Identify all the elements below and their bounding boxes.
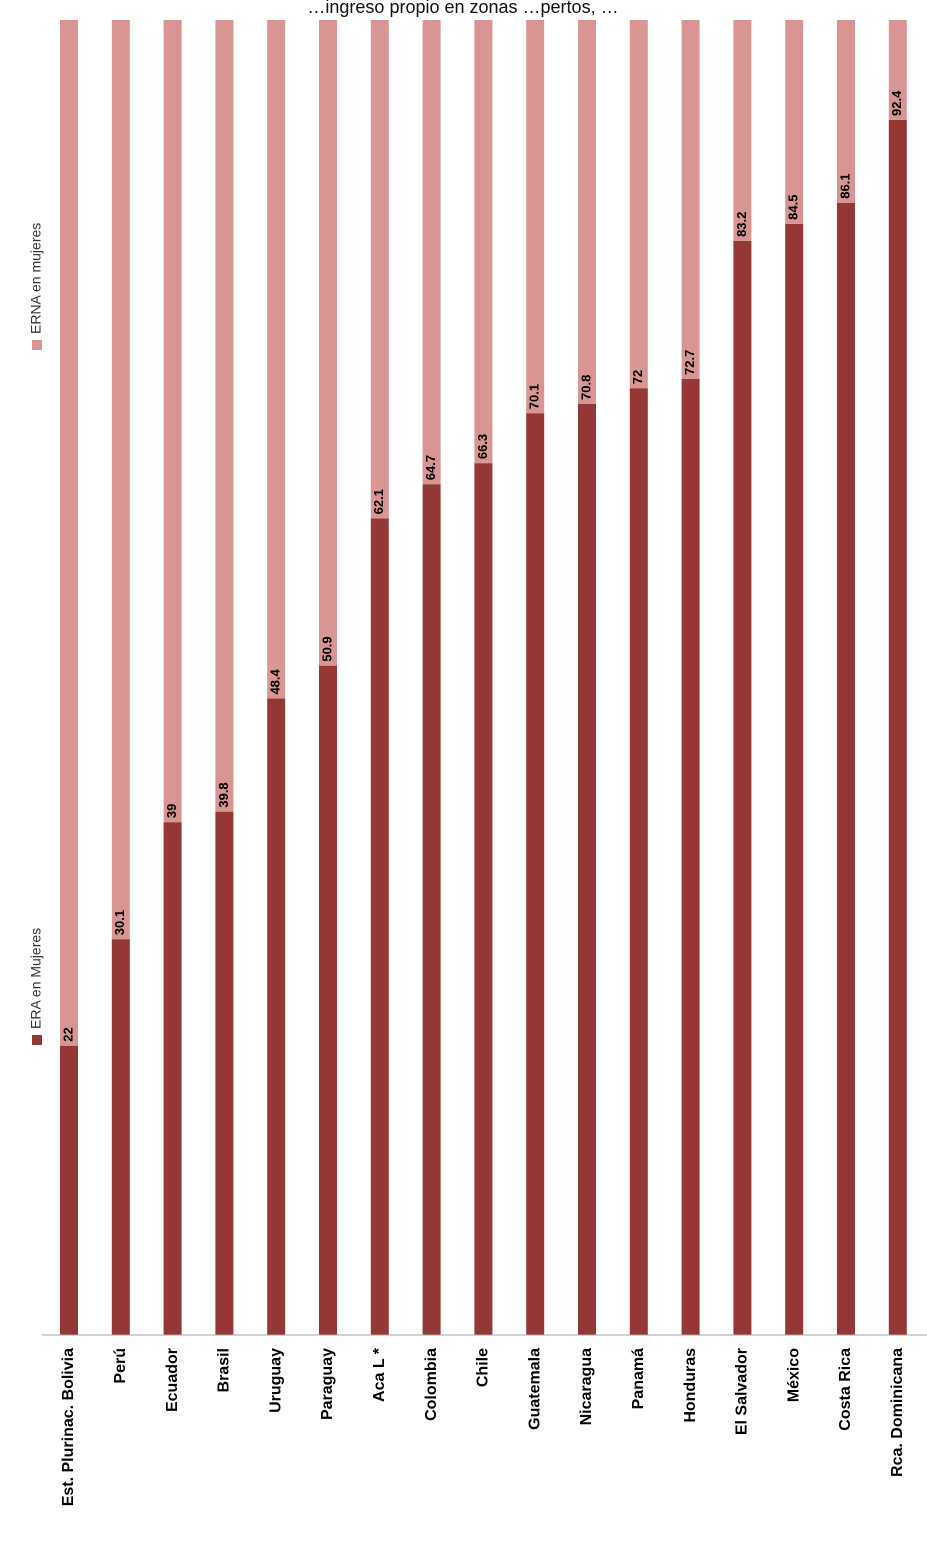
category-labels-group: Est. Plurinac. Bolivia Perú Ecuador Brasil U… [60,1347,906,1506]
bar-era-13 [733,240,752,1335]
bars-group [60,20,907,1336]
bar-erna-4 [267,20,286,699]
category-label-2: Ecuador [164,1348,181,1412]
bar-erna-12 [681,20,700,379]
bar-era-1 [111,939,130,1335]
category-label-11: Panamá [630,1348,647,1409]
data-label-1: 30.1 [112,910,127,935]
bar-erna-2 [163,20,182,823]
bar-era-8 [474,463,493,1335]
bar-era-2 [163,822,182,1335]
data-label-9: 70.1 [527,384,542,409]
bar-era-4 [267,698,286,1335]
bar-erna-11 [629,20,648,389]
bar-erna-15 [837,20,855,203]
data-label-12: 72.7 [682,350,697,375]
bar-era-6 [370,518,389,1335]
bar-erna-7 [422,20,441,485]
category-label-7: Colombia [423,1348,440,1421]
data-label-8: 66.3 [475,434,490,459]
bar-era-9 [526,413,545,1335]
legend: ERA en Mujeres ERNA en mujeres [28,223,44,1045]
bar-era-3 [215,811,234,1335]
category-label-0: Est. Plurinac. Bolivia [60,1348,77,1506]
category-label-5: Paraguay [319,1348,336,1420]
bar-era-11 [629,388,648,1335]
category-label-9: Guatemala [526,1348,543,1430]
category-label-15: Costa Rica [837,1348,854,1431]
data-label-2: 39 [164,804,179,818]
data-label-13: 83.2 [734,212,749,237]
bar-era-5 [319,665,337,1335]
chart-title: …ingreso propio en zonas …pertos, … [307,0,618,17]
bar-erna-8 [474,20,493,464]
data-label-6: 62.1 [371,489,386,514]
category-label-4: Uruguay [267,1348,284,1413]
bar-era-15 [837,202,855,1335]
data-label-11: 72 [630,370,645,384]
bar-erna-9 [526,20,545,414]
data-label-0: 22 [60,1027,75,1041]
category-label-8: Chile [475,1348,492,1387]
bar-era-7 [422,484,441,1335]
data-label-5: 50.9 [319,636,334,661]
data-label-14: 84.5 [786,195,801,220]
bar-era-10 [578,403,596,1336]
data-label-4: 48.4 [268,668,283,694]
category-label-3: Brasil [216,1348,233,1392]
category-label-14: México [785,1348,802,1402]
category-label-12: Honduras [682,1348,699,1423]
bar-erna-16 [888,20,907,120]
bar-erna-6 [370,20,389,519]
bar-erna-10 [578,20,596,404]
bar-erna-13 [733,20,752,241]
bar-era-16 [888,119,907,1336]
bar-era-0 [60,1045,78,1335]
bar-erna-5 [319,20,337,666]
value-labels-group: 22 30.1 39 39.8 48.4 50.9 62.1 64.7 66.3 70.1 70.8… [60,90,904,1042]
bar-erna-14 [785,20,804,224]
category-label-6: Aca L * [371,1347,388,1402]
data-label-16: 92.4 [889,90,904,116]
category-label-16: Rca. Dominicana [889,1348,906,1477]
legend-swatch-erna [32,340,42,350]
category-label-1: Perú [112,1348,129,1384]
legend-label-era: ERA en Mujeres [28,928,44,1029]
bar-erna-1 [111,20,130,940]
bar-erna-3 [215,20,234,812]
data-label-15: 86.1 [837,173,852,198]
legend-swatch-era [32,1035,42,1045]
bar-era-14 [785,223,804,1336]
legend-label-erna: ERNA en mujeres [28,223,44,334]
data-label-10: 70.8 [578,375,593,400]
data-label-7: 64.7 [423,455,438,480]
category-label-10: Nicaragua [578,1348,595,1425]
bar-era-12 [681,378,700,1335]
bar-erna-0 [60,20,78,1046]
category-label-13: El Salvador [734,1348,751,1435]
data-label-3: 39.8 [216,782,231,807]
